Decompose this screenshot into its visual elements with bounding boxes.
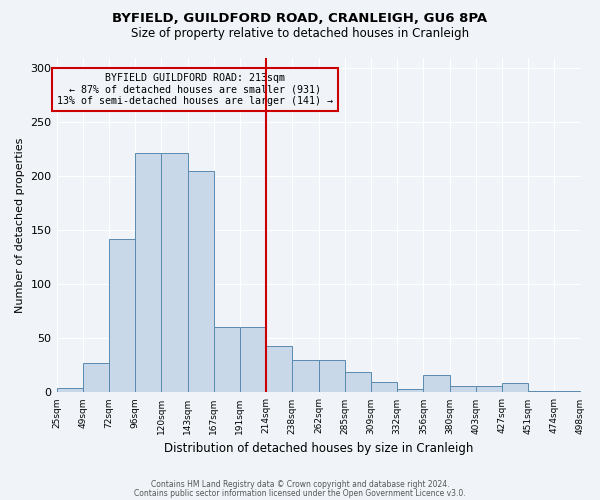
X-axis label: Distribution of detached houses by size in Cranleigh: Distribution of detached houses by size … xyxy=(164,442,473,455)
Text: Contains HM Land Registry data © Crown copyright and database right 2024.: Contains HM Land Registry data © Crown c… xyxy=(151,480,449,489)
Text: Contains public sector information licensed under the Open Government Licence v3: Contains public sector information licen… xyxy=(134,489,466,498)
Bar xyxy=(502,382,528,392)
Text: BYFIELD, GUILDFORD ROAD, CRANLEIGH, GU6 8PA: BYFIELD, GUILDFORD ROAD, CRANLEIGH, GU6 … xyxy=(112,12,488,24)
Bar xyxy=(476,386,502,392)
Bar xyxy=(319,360,345,392)
Bar xyxy=(161,152,188,392)
Bar xyxy=(345,372,371,392)
Bar xyxy=(371,382,397,392)
Bar xyxy=(135,152,161,392)
Bar xyxy=(266,346,292,393)
Bar xyxy=(292,360,319,392)
Text: BYFIELD GUILDFORD ROAD: 213sqm
← 87% of detached houses are smaller (931)
13% of: BYFIELD GUILDFORD ROAD: 213sqm ← 87% of … xyxy=(58,72,334,106)
Bar xyxy=(109,239,135,392)
Bar xyxy=(397,389,424,392)
Bar xyxy=(83,364,109,392)
Y-axis label: Number of detached properties: Number of detached properties xyxy=(15,138,25,312)
Bar xyxy=(188,171,214,392)
Text: Size of property relative to detached houses in Cranleigh: Size of property relative to detached ho… xyxy=(131,28,469,40)
Bar xyxy=(240,326,266,392)
Bar xyxy=(449,386,476,392)
Bar xyxy=(214,326,240,392)
Bar xyxy=(56,388,83,392)
Bar xyxy=(424,375,449,392)
